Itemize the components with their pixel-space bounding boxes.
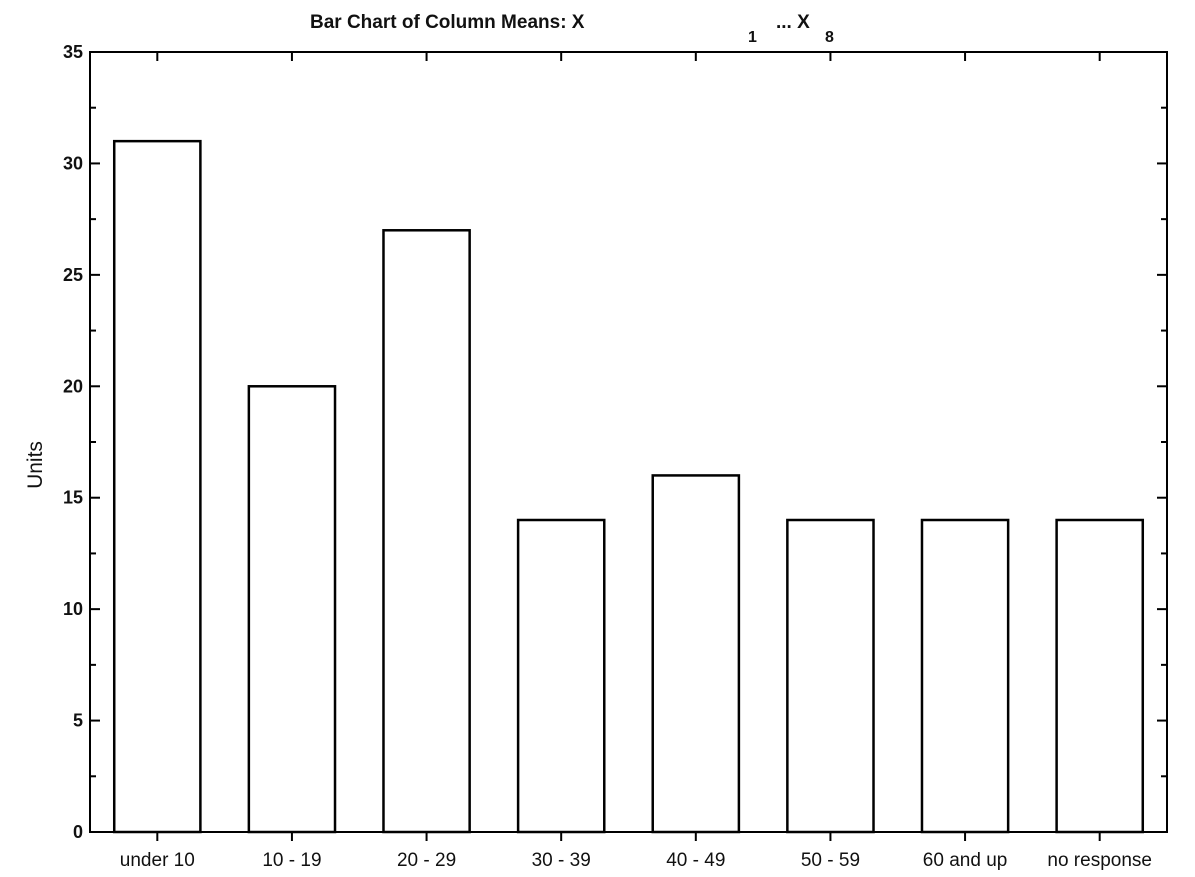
y-tick-labels: 0 5 10 15 20 25 30 35 [63, 42, 83, 842]
bar-3 [516, 518, 606, 834]
bars [112, 139, 1145, 834]
chart-title: Bar Chart of Column Means: X 1 ... X 8 [310, 12, 834, 46]
bar-1 [247, 385, 337, 834]
chart-title-text: Bar Chart of Column Means: X [310, 12, 585, 33]
bar-2 [382, 229, 471, 834]
chart-title-subscript-end: 8 [825, 29, 834, 46]
x-tick-label: under 10 [120, 850, 195, 871]
x-tick-label: 40 - 49 [666, 850, 725, 871]
x-tick-label: 30 - 39 [532, 850, 591, 871]
chart-title-subscript-start: 1 [748, 29, 757, 46]
bar-0 [112, 139, 202, 834]
y-tick-label: 30 [63, 153, 83, 173]
y-tick-label: 25 [63, 265, 83, 285]
bar-4 [651, 474, 741, 834]
y-tick-label: 5 [73, 711, 83, 731]
y-tick-label: 10 [63, 599, 83, 619]
y-axis-label: Units [24, 441, 47, 489]
y-tick-label: 35 [63, 42, 83, 62]
chart-title-ellipsis: ... X [776, 12, 810, 33]
bar-6 [920, 518, 1010, 834]
y-tick-label: 20 [63, 376, 83, 396]
x-tick-label: 60 and up [923, 850, 1008, 871]
bar-5 [786, 518, 875, 834]
x-tick-label: 10 - 19 [262, 850, 321, 871]
y-tick-label: 15 [63, 488, 83, 508]
y-tick-label: 0 [73, 822, 83, 842]
x-tick-label: 50 - 59 [801, 850, 860, 871]
x-tick-labels: under 10 10 - 19 20 - 29 30 - 39 40 - 49 50 -… [120, 850, 1152, 871]
x-tick-label: 20 - 29 [397, 850, 456, 871]
bar-7 [1055, 518, 1145, 834]
x-tick-label: no response [1047, 850, 1152, 871]
plot-frame [89, 51, 1168, 833]
